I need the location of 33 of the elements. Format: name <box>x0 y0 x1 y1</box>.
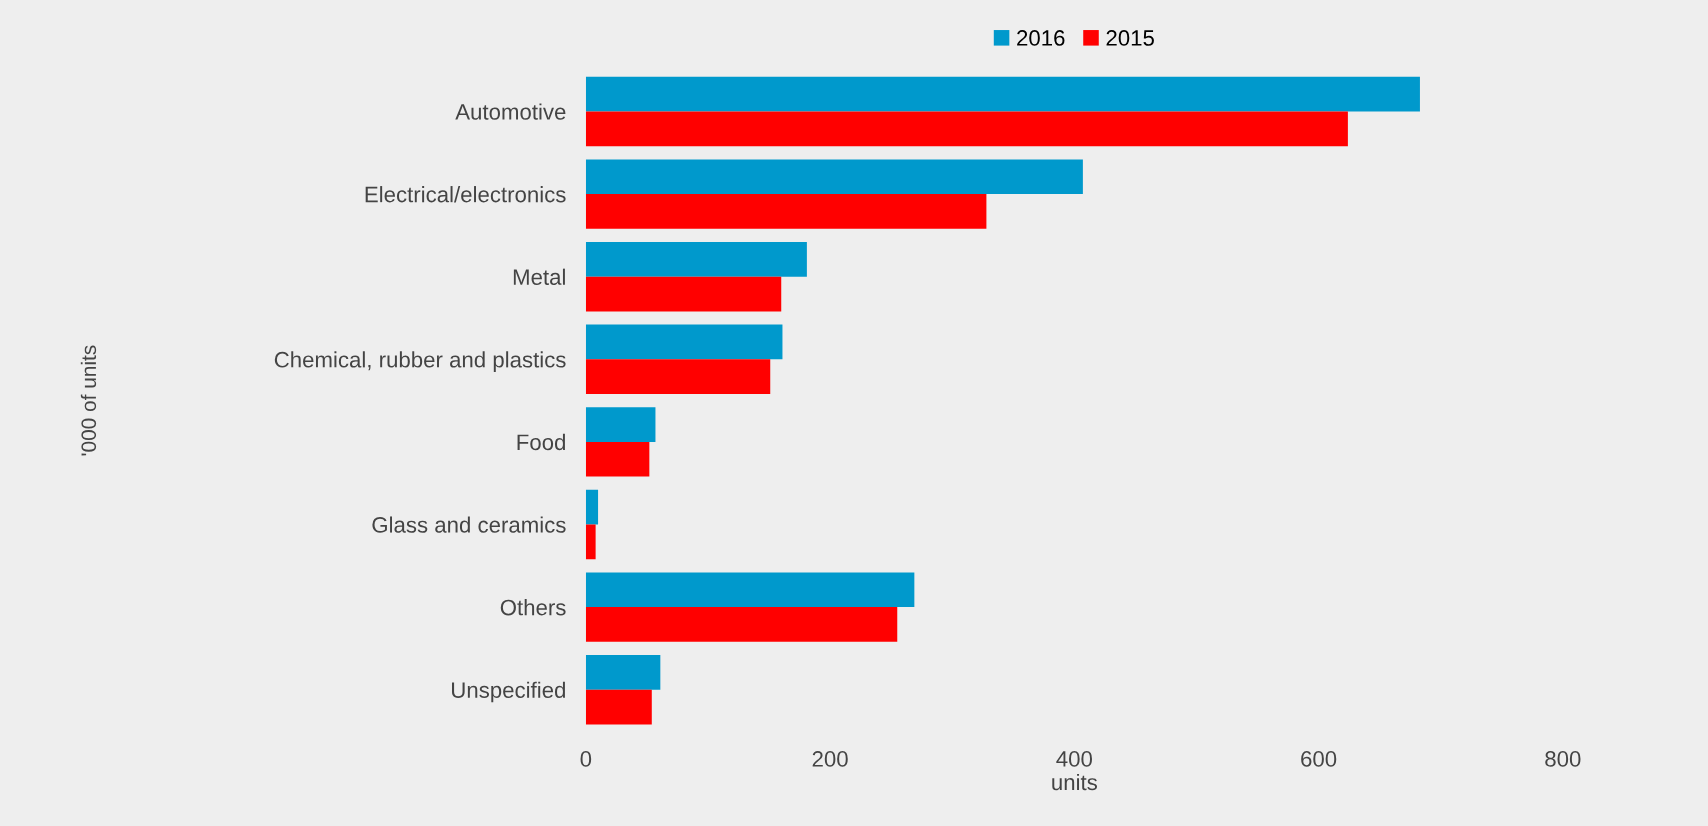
bar <box>585 324 783 360</box>
bar <box>585 111 1348 147</box>
x-tick-label: 800 <box>1545 751 1581 767</box>
legend-label: 2015 <box>1106 30 1154 46</box>
bar <box>585 524 596 560</box>
y-tick-label: Unspecified <box>452 681 565 703</box>
bar <box>585 159 1083 195</box>
y-tick-label: Automotive <box>455 103 566 120</box>
bar <box>585 655 661 690</box>
y-tick-label: Others <box>500 599 566 616</box>
bar <box>585 689 652 725</box>
legend-label: 2016 <box>1017 30 1065 46</box>
bar <box>585 489 599 525</box>
bar <box>585 441 650 477</box>
bar <box>585 276 782 312</box>
y-tick-label: Food <box>517 433 565 451</box>
x-tick-label: 600 <box>1301 751 1337 767</box>
bar <box>585 407 656 442</box>
bar <box>585 572 915 608</box>
text: '000 of units <box>80 345 97 456</box>
y-tick-label: Glass and ceramics <box>372 516 566 533</box>
y-tick-label: Chemical, rubber and plastics <box>274 351 566 372</box>
x-axis-title: units <box>1052 773 1097 791</box>
y-tick-label: Electrical/electronics <box>365 186 566 203</box>
bar <box>585 242 807 277</box>
bar <box>585 194 987 229</box>
x-tick-label: 0 <box>580 751 592 767</box>
x-tick-label: 200 <box>812 751 848 767</box>
bar <box>585 607 898 642</box>
x-tick-label: 400 <box>1056 751 1092 767</box>
y-tick-label: Metal <box>513 268 565 285</box>
bar <box>585 76 1420 112</box>
bar <box>585 359 771 394</box>
